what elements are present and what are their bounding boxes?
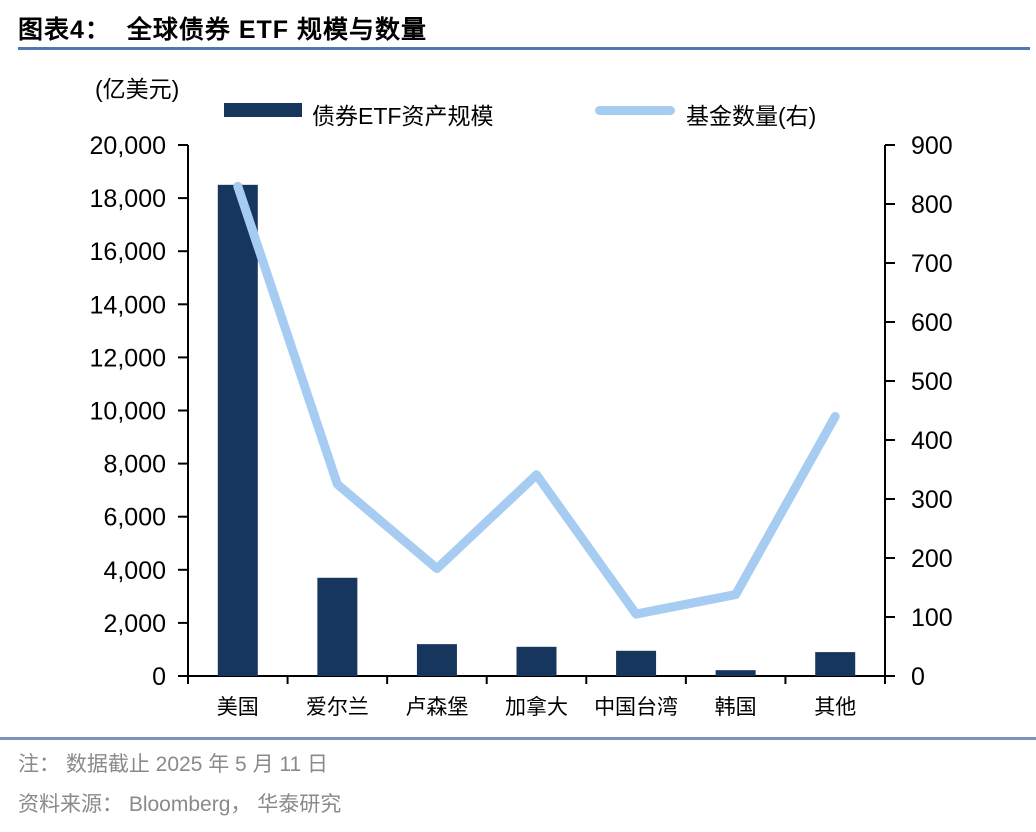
left-axis-tick-label: 2,000 bbox=[103, 610, 166, 638]
bar-美国 bbox=[217, 184, 258, 676]
legend-bar-swatch bbox=[224, 103, 302, 117]
right-axis-tick-label: 900 bbox=[911, 132, 953, 160]
bar-加拿大 bbox=[516, 646, 557, 676]
legend-bar-label: 债券ETF资产规模 bbox=[312, 103, 494, 129]
fund-count-line bbox=[233, 181, 840, 619]
left-axis-tick-label: 12,000 bbox=[90, 344, 166, 372]
bar-韩国 bbox=[715, 670, 756, 676]
left-axis-tick-label: 18,000 bbox=[90, 185, 166, 213]
left-axis-unit-label: (亿美元) bbox=[95, 76, 180, 102]
left-axis-tick-label: 14,000 bbox=[90, 291, 166, 319]
footer-note: 注： 数据截止 2025 年 5 月 11 日 bbox=[18, 753, 329, 776]
figure-title: 全球债券 ETF 规模与数量 bbox=[126, 16, 428, 44]
category-label-美国: 美国 bbox=[217, 696, 259, 719]
title-divider bbox=[18, 47, 1030, 50]
right-axis-tick-label: 0 bbox=[911, 663, 925, 691]
left-axis-tick-label: 0 bbox=[152, 663, 166, 691]
bar-卢森堡 bbox=[416, 644, 457, 676]
left-axis-tick-label: 6,000 bbox=[103, 504, 166, 532]
footer-source: 资料来源： Bloomberg， 华泰研究 bbox=[18, 793, 342, 816]
category-label-其他: 其他 bbox=[814, 696, 856, 719]
page-title: 图表4： 全球债券 ETF 规模与数量 bbox=[18, 10, 427, 46]
legend-line-swatch bbox=[595, 106, 675, 115]
figure-number: 图表4： bbox=[18, 16, 111, 44]
category-label-卢森堡: 卢森堡 bbox=[405, 696, 468, 719]
category-label-中国台湾: 中国台湾 bbox=[594, 696, 678, 719]
right-axis-tick-label: 100 bbox=[911, 604, 953, 632]
left-axis-tick-label: 10,000 bbox=[90, 398, 166, 426]
left-axis-tick-label: 16,000 bbox=[90, 238, 166, 266]
right-axis-tick-label: 200 bbox=[911, 545, 953, 573]
category-label-韩国: 韩国 bbox=[715, 696, 757, 719]
footer-divider bbox=[0, 737, 1036, 740]
right-axis-tick-label: 500 bbox=[911, 368, 953, 396]
left-axis-tick-label: 20,000 bbox=[90, 132, 166, 160]
right-axis-tick-label: 400 bbox=[911, 427, 953, 455]
left-axis-tick-label: 4,000 bbox=[103, 557, 166, 585]
bar-中国台湾 bbox=[616, 650, 657, 676]
left-axis-tick-label: 8,000 bbox=[103, 451, 166, 479]
right-axis-tick-label: 800 bbox=[911, 191, 953, 219]
category-label-加拿大: 加拿大 bbox=[505, 695, 568, 719]
bar-其他 bbox=[815, 652, 856, 676]
right-axis-tick-label: 600 bbox=[911, 309, 953, 337]
right-axis-tick-label: 700 bbox=[911, 250, 953, 278]
bar-爱尔兰 bbox=[317, 577, 358, 676]
legend-line-label: 基金数量(右) bbox=[686, 103, 817, 129]
category-label-爱尔兰: 爱尔兰 bbox=[306, 696, 369, 719]
right-axis-tick-label: 300 bbox=[911, 486, 953, 514]
